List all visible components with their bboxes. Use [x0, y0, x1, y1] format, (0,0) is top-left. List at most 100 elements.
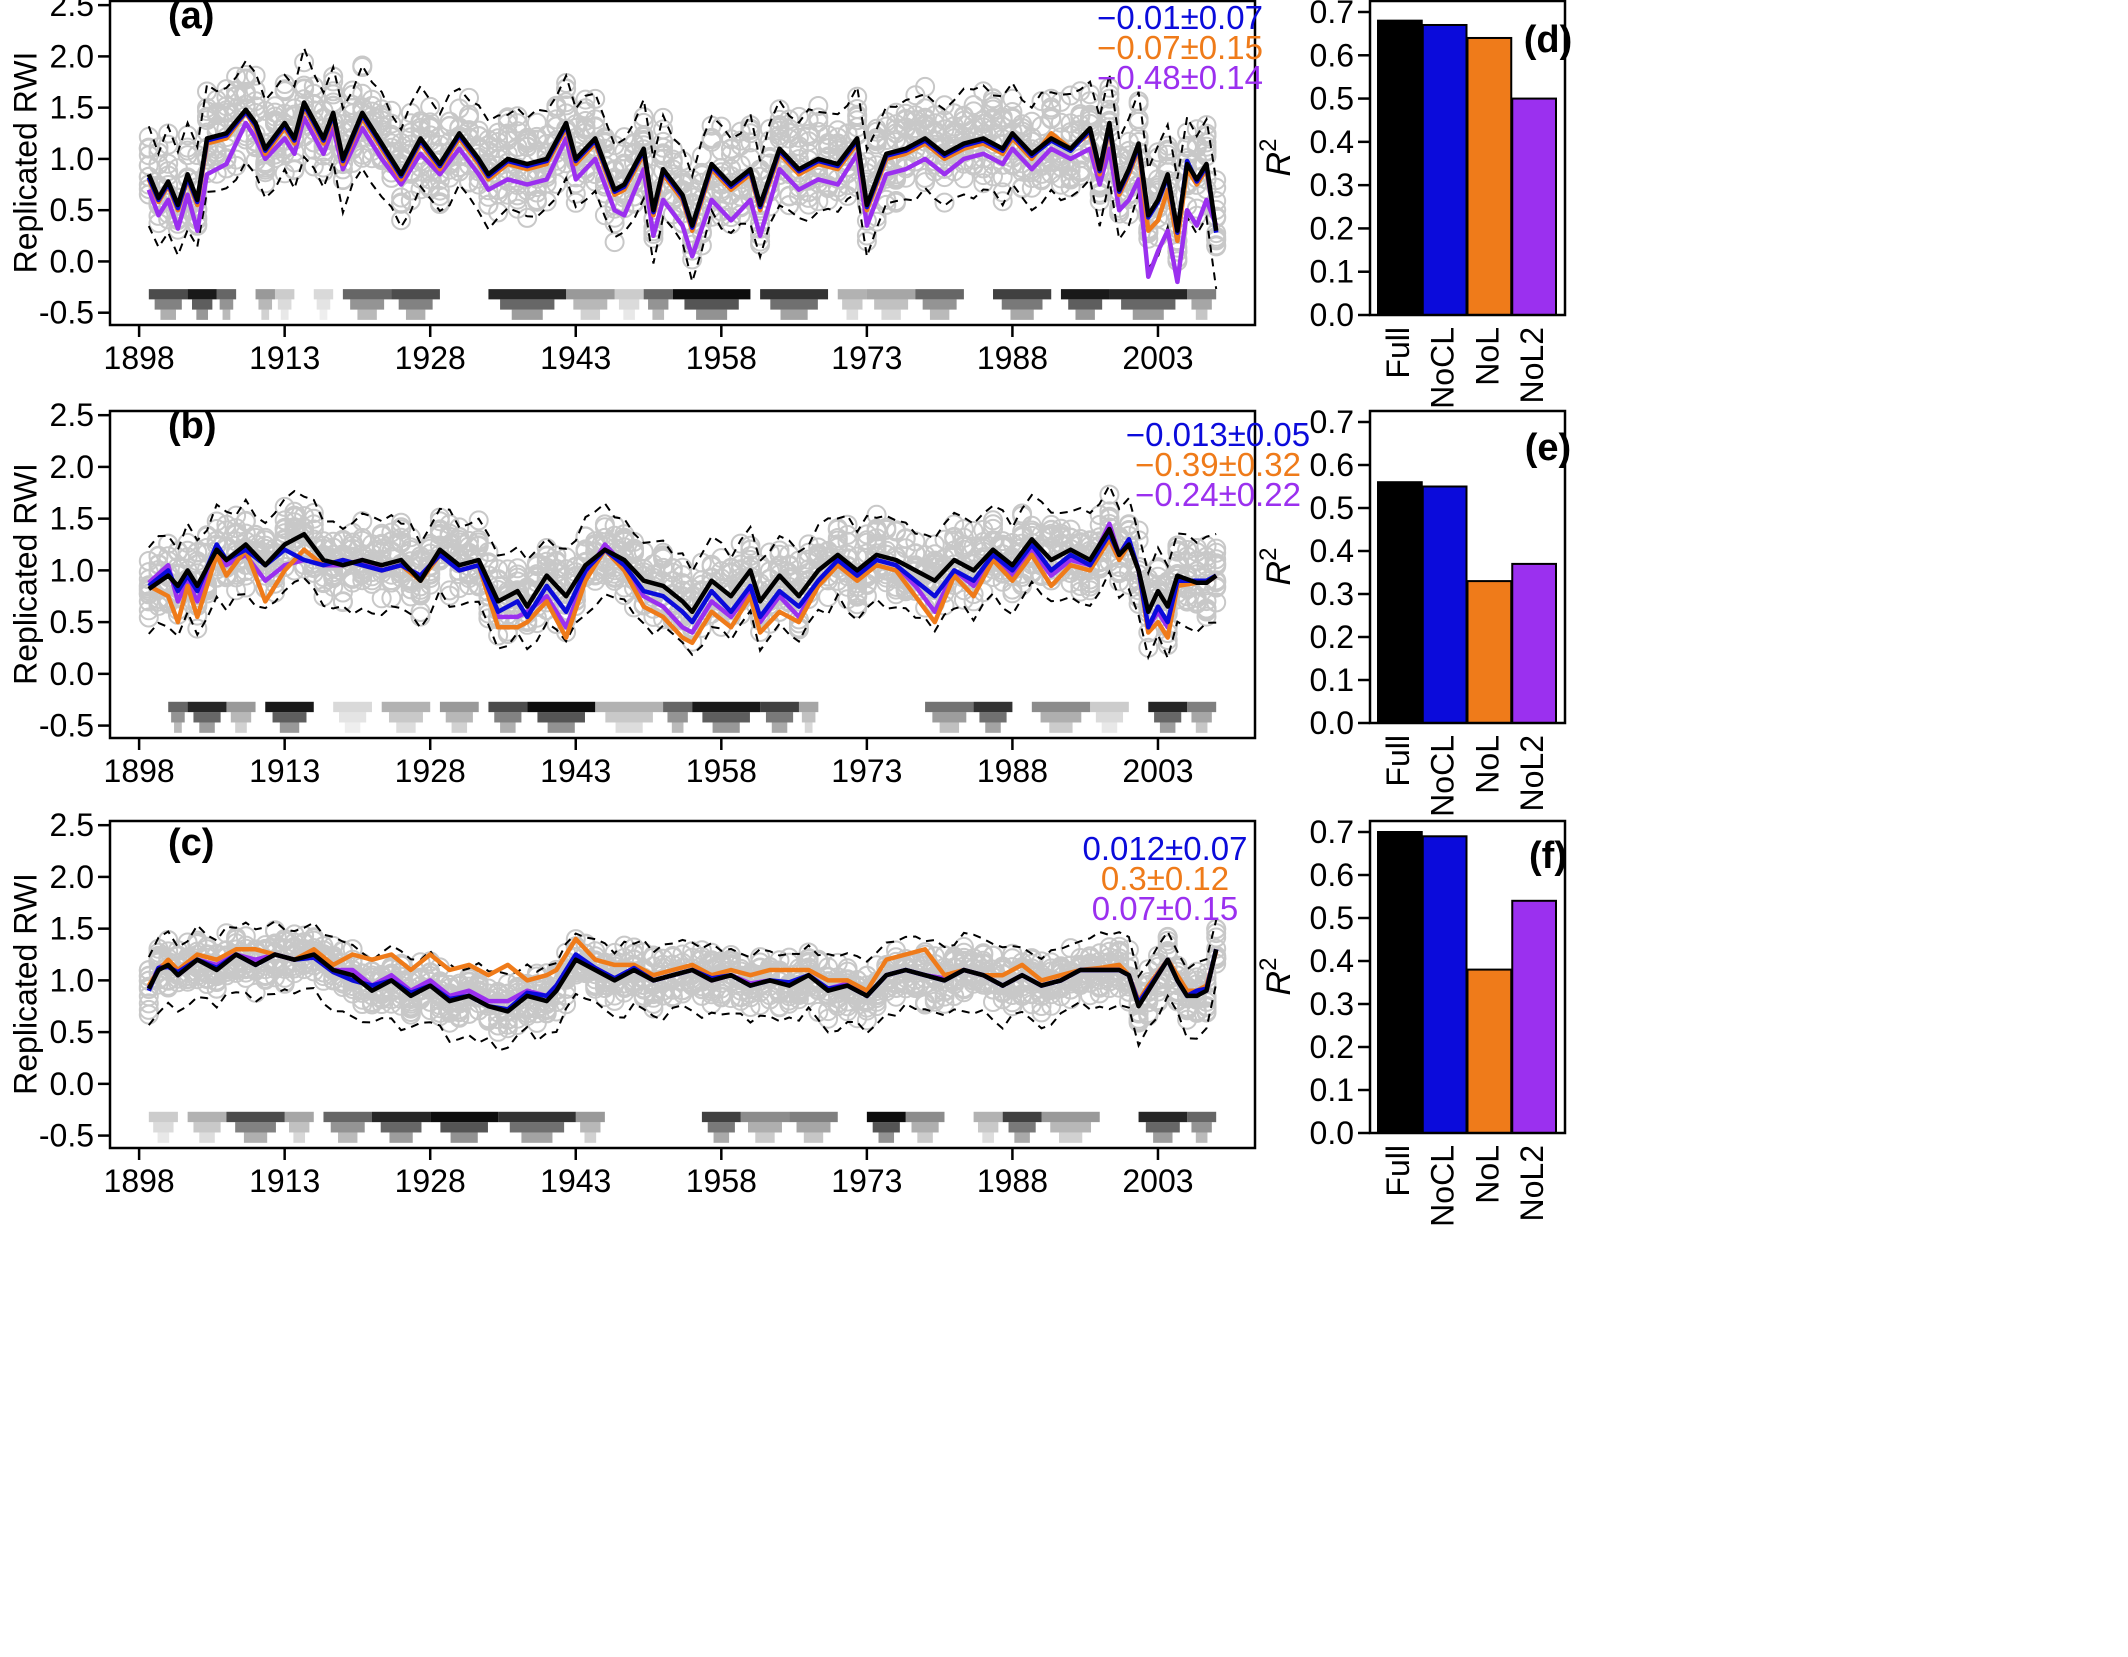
significance-cell: [1068, 299, 1103, 310]
replicate-point: [565, 192, 586, 213]
replicate-point: [138, 993, 159, 1014]
significance-cell: [985, 722, 1001, 733]
significance-cell: [440, 1122, 488, 1133]
replicate-point: [1148, 557, 1168, 578]
category-label: NoL: [1469, 735, 1505, 794]
replicate-point: [391, 210, 412, 231]
lower-envelope-dashed: [147, 154, 1218, 290]
replicate-point: [526, 112, 547, 133]
replicate-point: [177, 145, 198, 166]
replicate-point: [1118, 189, 1139, 210]
y-tick-label: 0.0: [1310, 297, 1354, 333]
significance-cell: [1050, 1122, 1092, 1133]
series-line: [147, 531, 1218, 630]
panel-label: (a): [168, 0, 214, 37]
significance-cell: [866, 289, 916, 300]
significance-cell: [917, 1132, 933, 1143]
replicate-point: [1099, 84, 1120, 105]
significance-cell: [154, 299, 182, 310]
x-tick-label: 1928: [395, 753, 466, 789]
significance-cell: [979, 712, 1007, 723]
significance-cell: [219, 299, 234, 310]
replicate-point: [507, 564, 528, 585]
significance-cell: [168, 701, 188, 713]
replicate-point: [983, 518, 1003, 539]
significance-cell: [696, 309, 728, 320]
x-tick-label: 1898: [104, 340, 175, 376]
significance-cell: [672, 289, 751, 300]
replicate-point: [847, 105, 868, 125]
significance-cell: [261, 309, 270, 320]
replicate-point: [1148, 142, 1168, 163]
significance-strip: [148, 1111, 1217, 1143]
y-tick-label: 0.4: [1310, 943, 1354, 979]
significance-cell: [500, 722, 516, 733]
replicate-point: [1177, 137, 1198, 158]
x-tick-label: 1958: [686, 753, 757, 789]
replicate-point: [138, 1004, 159, 1025]
significance-cell: [405, 309, 426, 320]
x-tick-label: 1928: [395, 1163, 466, 1199]
replicate-point: [953, 589, 974, 610]
significance-cell: [338, 1132, 358, 1143]
replicate-point: [604, 232, 625, 253]
significance-cell: [371, 1111, 431, 1123]
replicate-point: [759, 561, 780, 582]
significance-cell: [1002, 1111, 1042, 1123]
line-panel-a: -0.5 0.0 0.5 1.0 1.5 2.0 2.5 1898 1913 1928 1943 19…: [7, 0, 1263, 376]
replicate-point: [536, 546, 557, 567]
replicate-point: [905, 543, 926, 564]
panel-label: (f): [1529, 835, 1567, 877]
y-axis-label-base: R: [1260, 971, 1298, 996]
significance-cell: [760, 289, 829, 300]
replicate-point: [206, 978, 227, 999]
replicate-point: [740, 132, 761, 153]
significance-cell: [171, 712, 185, 723]
replicate-point: [517, 127, 538, 148]
significance-cell: [584, 1132, 597, 1143]
replicate-point: [1196, 575, 1217, 596]
significance-cell: [1187, 701, 1217, 713]
y-tick-label: 0.0: [50, 1066, 94, 1102]
significance-cell: [396, 722, 416, 733]
replicate-point: [235, 577, 256, 598]
significance-cell: [932, 712, 967, 723]
replicate-point: [1128, 520, 1149, 541]
replicate-point: [711, 116, 732, 137]
replicate-point: [575, 111, 596, 131]
x-tick-label: 1898: [104, 753, 175, 789]
replicate-point: [1206, 556, 1227, 576]
replicate-point: [575, 89, 596, 110]
replicate-point: [924, 544, 945, 565]
replicate-point: [459, 531, 479, 551]
replicate-point: [1099, 484, 1120, 505]
replicate-point: [624, 541, 644, 562]
significance-cell: [445, 712, 473, 723]
significance-cell: [760, 701, 799, 713]
y-tick-label: 2.5: [50, 0, 94, 23]
y-axis-label-base: R: [1260, 561, 1298, 586]
significance-cell: [580, 1122, 601, 1133]
significance-cell: [398, 299, 433, 310]
significance-cell: [174, 722, 182, 733]
y-tick-label: 0.5: [1310, 900, 1354, 936]
replicate-point: [303, 519, 324, 540]
replicate-point: [1206, 549, 1227, 570]
replicate-point: [808, 121, 829, 142]
replicate-point: [837, 514, 858, 535]
significance-cell: [872, 1122, 900, 1133]
replicate-point: [400, 180, 421, 201]
replicate-point: [798, 194, 819, 215]
replicate-point: [526, 189, 547, 210]
significance-cell: [1101, 722, 1118, 733]
significance-cell: [770, 299, 818, 310]
category-label: NoL2: [1514, 735, 1550, 812]
replicate-point: [400, 527, 421, 548]
bar-nocl: [1421, 835, 1468, 1134]
panel-label: (d): [1524, 19, 1573, 61]
y-tick-label: 1.0: [50, 552, 94, 588]
replicate-point: [788, 127, 809, 148]
significance-cell: [1195, 309, 1208, 320]
replicate-point: [420, 574, 441, 595]
significance-cell: [977, 1122, 999, 1133]
